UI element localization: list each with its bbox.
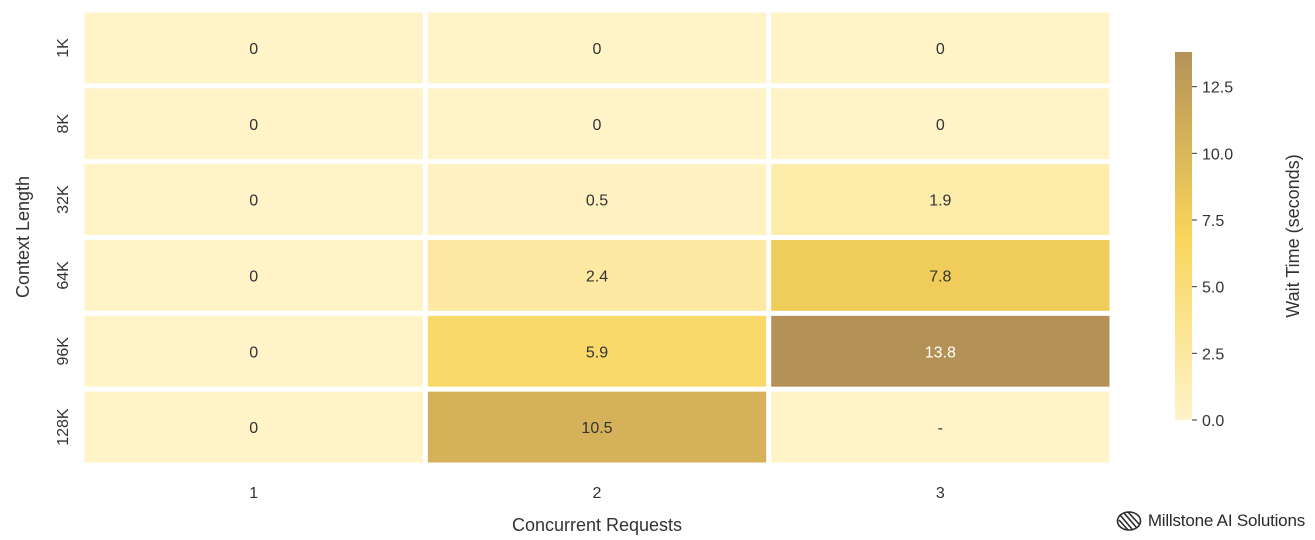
heatmap-cell-labels: 0 0 0 0 0 0 0 0.5 1.9 0 2.4 7.8 0 5.9 13.8 0 10.5 - bbox=[249, 41, 956, 437]
heatmap-cell bbox=[427, 12, 767, 84]
millstone-logo-icon bbox=[1116, 510, 1142, 532]
heatmap-cell-label: 7.8 bbox=[929, 268, 951, 285]
brand-name: Millstone AI Solutions bbox=[1147, 511, 1305, 530]
colorbar-ticks: 0.0 2.5 5.0 7.5 10.0 12.5 bbox=[1192, 80, 1233, 430]
heatmap-cell-label: 0 bbox=[249, 420, 258, 437]
heatmap-cell-label: 13.8 bbox=[925, 344, 956, 361]
brand-watermark: Millstone AI Solutions bbox=[1116, 510, 1305, 532]
y-tick-label: 64K bbox=[55, 261, 72, 290]
heatmap-cell bbox=[771, 315, 1110, 387]
colorbar-tick-label: 5.0 bbox=[1202, 280, 1224, 297]
heatmap-cells bbox=[84, 12, 1110, 463]
heatmap-cell bbox=[427, 240, 767, 311]
x-tick-label: 3 bbox=[936, 485, 945, 502]
x-tick-label: 1 bbox=[249, 485, 258, 502]
heatmap-cell bbox=[771, 391, 1110, 463]
heatmap-cell bbox=[771, 12, 1110, 84]
heatmap-cell bbox=[84, 88, 423, 160]
y-axis-tick-labels: 1K 8K 32K 64K 96K 128K bbox=[55, 38, 72, 446]
y-tick-label: 1K bbox=[55, 38, 72, 58]
y-tick-label: 128K bbox=[55, 408, 72, 446]
heatmap-cell bbox=[427, 164, 767, 235]
heatmap-cell bbox=[84, 12, 423, 84]
colorbar-tick-label: 0.0 bbox=[1202, 413, 1224, 430]
heatmap-cell-label: 0 bbox=[936, 117, 945, 134]
heatmap-cell bbox=[84, 315, 423, 387]
heatmap-cell bbox=[84, 240, 423, 311]
heatmap-cell-label: 0 bbox=[593, 117, 602, 134]
heatmap-cell-label: 0 bbox=[936, 41, 945, 58]
heatmap-cell bbox=[771, 164, 1110, 235]
heatmap-cell-label: 2.4 bbox=[586, 268, 608, 285]
heatmap-cell-label: 0.5 bbox=[586, 193, 608, 210]
y-axis-label: Context Length bbox=[13, 176, 33, 298]
colorbar-tick-label: 2.5 bbox=[1202, 346, 1224, 363]
heatmap-cell-label: 0 bbox=[249, 268, 258, 285]
heatmap-cell-label: 0 bbox=[249, 117, 258, 134]
y-tick-label: 32K bbox=[55, 185, 72, 214]
colorbar-label: Wait Time (seconds) bbox=[1283, 154, 1303, 317]
heatmap-cell-label: 1.9 bbox=[929, 193, 951, 210]
y-tick-label: 8K bbox=[55, 114, 72, 134]
colorbar bbox=[1175, 52, 1192, 420]
heatmap-cell bbox=[771, 240, 1110, 311]
heatmap-cell-label: 0 bbox=[249, 344, 258, 361]
heatmap-cell bbox=[427, 88, 767, 160]
colorbar-tick-label: 10.0 bbox=[1202, 146, 1233, 163]
x-axis-tick-labels: 1 2 3 bbox=[249, 485, 945, 502]
colorbar-tick-label: 12.5 bbox=[1202, 80, 1233, 97]
heatmap-cell-label: 0 bbox=[249, 193, 258, 210]
heatmap-cell bbox=[427, 391, 767, 463]
heatmap-cell bbox=[84, 391, 423, 463]
heatmap-cell-label: - bbox=[938, 420, 943, 437]
x-axis-label: Concurrent Requests bbox=[512, 515, 682, 535]
colorbar-tick-label: 7.5 bbox=[1202, 213, 1224, 230]
heatmap-cell bbox=[771, 88, 1110, 160]
heatmap-cell-label: 5.9 bbox=[586, 344, 608, 361]
heatmap-cell-label: 0 bbox=[593, 41, 602, 58]
x-tick-label: 2 bbox=[593, 485, 602, 502]
y-tick-label: 96K bbox=[55, 337, 72, 366]
heatmap-cell bbox=[427, 315, 767, 387]
heatmap-cell-label: 10.5 bbox=[581, 420, 612, 437]
heatmap-cell-label: 0 bbox=[249, 41, 258, 58]
heatmap-cell bbox=[84, 164, 423, 235]
